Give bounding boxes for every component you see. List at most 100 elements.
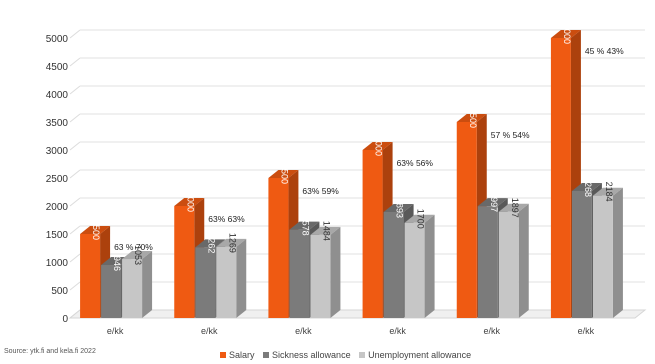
bar-top (456, 114, 487, 122)
legend-swatch-sickness (263, 352, 270, 358)
bar-value-label: 2184 (604, 182, 614, 202)
percentage-annotation: 63% 56% (397, 158, 434, 168)
bar (80, 234, 101, 318)
bar-value-label: 5000 (562, 24, 572, 44)
bar-top (571, 182, 602, 191)
gridline-diag (69, 225, 81, 235)
x-tick-label: e/kk (483, 326, 500, 336)
bar-top (195, 239, 226, 248)
bar-top (122, 251, 153, 260)
bar-value-label: 1262 (206, 233, 216, 253)
bar-value-label: 1893 (395, 198, 405, 218)
bar (477, 206, 498, 318)
y-tick-label: 3500 (46, 118, 69, 129)
bar-top (404, 214, 435, 223)
bar (498, 211, 519, 318)
legend-item-unemployment: Unemployment allowance (359, 350, 471, 360)
legend-swatch-unemployment (359, 352, 366, 358)
legend: Salary Sickness allowance Unemployment a… (220, 350, 477, 360)
bar-side (142, 251, 153, 318)
legend-item-salary: Salary (220, 350, 255, 360)
legend-label-unemployment: Unemployment allowance (368, 350, 472, 360)
bar (592, 195, 613, 318)
bar-top (592, 187, 623, 196)
legend-label-sickness: Sickness allowance (272, 350, 351, 360)
bar-value-label: 3500 (468, 108, 478, 128)
bar-top (498, 203, 529, 212)
bar-value-label: 1053 (133, 245, 143, 265)
bar (216, 246, 237, 318)
bar (122, 259, 143, 318)
x-tick-label: e/kk (389, 326, 406, 336)
gridline-diag (69, 281, 81, 291)
gridline-diag (69, 253, 81, 263)
percentage-annotation: 63 % 70% (114, 242, 153, 252)
y-tick-label: 1500 (46, 230, 69, 241)
bar (101, 265, 122, 318)
x-tick-label: e/kk (295, 326, 312, 336)
gridline-diag (69, 57, 81, 67)
bar-top (362, 142, 393, 150)
y-tick-label: 1000 (46, 258, 69, 269)
source-note: Source: ytk.fi and kela.fi 2022 (4, 348, 96, 355)
bar (195, 247, 216, 318)
bar (571, 190, 592, 318)
y-tick-label: 5000 (46, 34, 69, 45)
gridline-diag (69, 85, 81, 95)
gridline-diag (69, 169, 81, 179)
bar-value-label: 946 (112, 256, 122, 271)
bar-side (330, 226, 341, 318)
gridline-diag (69, 29, 81, 39)
bar-value-label: 2500 (279, 164, 289, 184)
bar-side (424, 214, 435, 318)
y-tick-label: 500 (51, 286, 68, 297)
bar-value-label: 1269 (227, 233, 237, 253)
bar-value-label: 1500 (91, 220, 101, 240)
y-tick-label: 4000 (46, 90, 69, 101)
bar (310, 234, 331, 318)
x-tick-label: e/kk (201, 326, 218, 336)
x-tick-label: e/kk (578, 326, 595, 336)
bar-value-label: 1484 (321, 221, 331, 241)
legend-item-sickness: Sickness allowance (263, 350, 351, 360)
y-tick-label: 2000 (46, 202, 69, 213)
bar-value-label: 1997 (489, 192, 499, 212)
bar-side (518, 203, 529, 318)
y-tick-label: 0 (62, 314, 68, 325)
bar-top (268, 170, 299, 178)
percentage-annotation: 63% 63% (208, 214, 245, 224)
bar-value-label: 3000 (374, 136, 384, 156)
gridline-diag (69, 113, 81, 123)
legend-swatch-salary (220, 352, 226, 358)
percentage-annotation: 45 % 43% (585, 46, 624, 56)
bar-value-label: 1897 (510, 198, 520, 218)
x-tick-label: e/kk (107, 326, 124, 336)
bar-value-label: 1578 (300, 216, 310, 236)
bar-value-label: 2000 (185, 192, 195, 212)
bar (362, 150, 383, 318)
bar-value-label: 1700 (416, 209, 426, 229)
bar-top (80, 226, 111, 234)
legend-label-salary: Salary (229, 350, 255, 360)
bar (550, 38, 571, 318)
bar (268, 178, 289, 318)
y-tick-label: 2500 (46, 174, 69, 185)
gridline-diag (69, 197, 81, 207)
bar-top (216, 238, 247, 247)
y-tick-label: 4500 (46, 62, 69, 73)
bar-top (383, 203, 414, 212)
bar-top (477, 198, 508, 207)
bar (404, 222, 425, 318)
bar-value-label: 2268 (583, 177, 593, 197)
percentage-annotation: 63% 59% (302, 186, 339, 196)
bar-top (289, 221, 320, 230)
bar-side (236, 238, 247, 318)
bar-top (550, 30, 581, 38)
y-tick-label: 3000 (46, 146, 69, 157)
bar-top (174, 198, 205, 206)
bar (174, 206, 195, 318)
bar-side (612, 187, 623, 318)
gridline-diag (69, 141, 81, 151)
bar-top (310, 226, 341, 235)
